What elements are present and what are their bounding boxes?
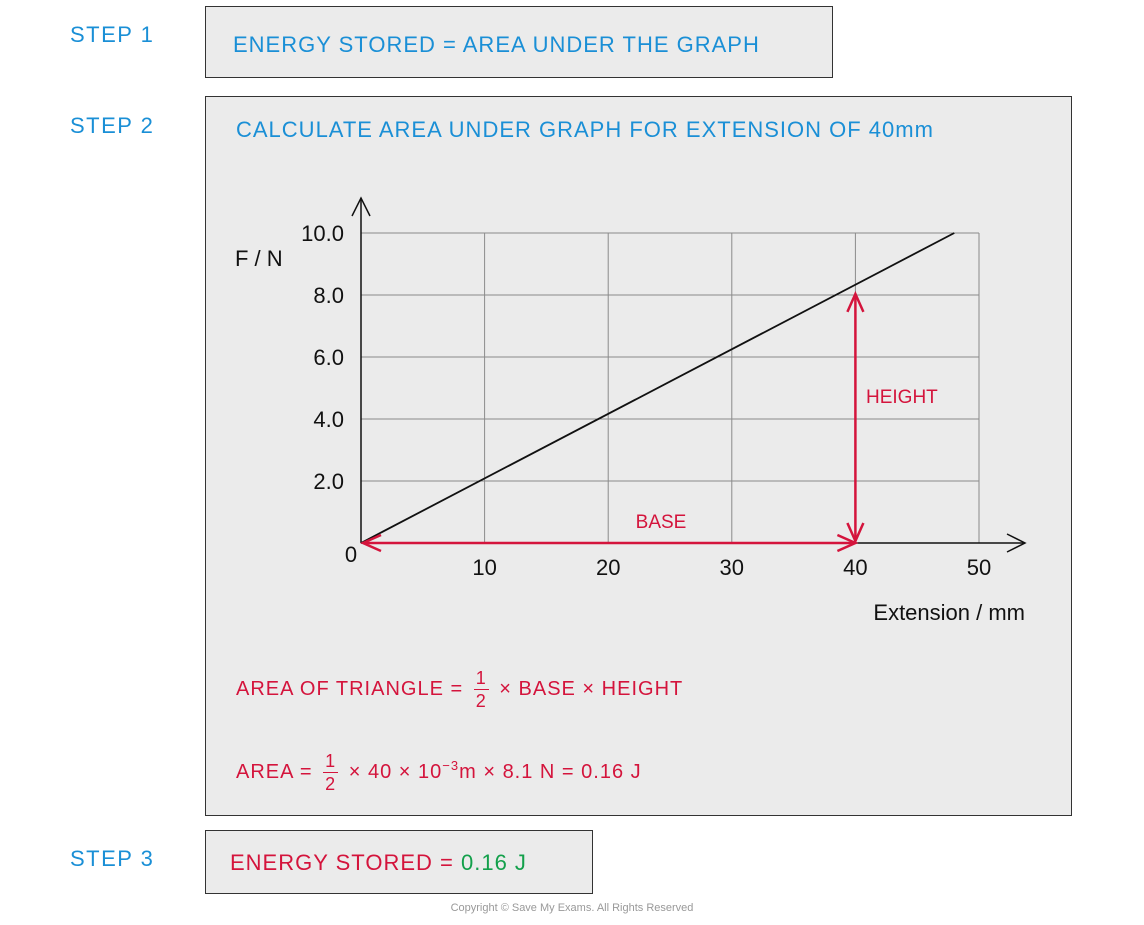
formula-label: AREA OF TRIANGLE =	[236, 677, 464, 700]
height-label: HEIGHT	[866, 387, 938, 408]
height-arrowhead-top	[846, 290, 865, 313]
y-tick-label: 6.0	[313, 345, 344, 370]
step-1-box: ENERGY STORED = AREA UNDER THE GRAPH	[205, 6, 833, 78]
y-tick-label: 10.0	[301, 221, 344, 246]
calc-exponent: −3	[442, 758, 460, 774]
y-axis-arrow	[351, 196, 371, 217]
step-1-label: STEP 1	[70, 22, 155, 47]
base-arrowhead-left	[359, 533, 382, 553]
formula-fraction: 1 2	[473, 668, 489, 711]
axes	[351, 196, 1027, 553]
formula-fraction-denominator: 2	[475, 691, 487, 711]
calc-fraction-numerator: 1	[323, 751, 339, 773]
tick-labels: 10 20 30 40 50 2.0 4.0 6.0 8.0 10.0 0 F / N Extensio…	[235, 221, 1025, 625]
x-axis-arrow	[1006, 533, 1027, 553]
x-tick-label: 10	[472, 555, 496, 580]
x-axis-label: Extension / mm	[873, 600, 1025, 625]
series	[360, 232, 955, 544]
force-extension-line	[360, 232, 955, 544]
step-2-heading: CALCULATE AREA UNDER GRAPH FOR EXTENSION…	[236, 117, 934, 142]
formula-fraction-numerator: 1	[473, 668, 489, 690]
calc-fraction: 1 2	[323, 751, 339, 794]
calc-fraction-denominator: 2	[325, 774, 337, 794]
annotations: BASE HEIGHT	[359, 290, 938, 553]
step-3-value: 0.16 J	[460, 850, 527, 875]
height-arrowhead-bottom	[846, 522, 865, 545]
y-tick-label: 8.0	[313, 283, 344, 308]
origin-label: 0	[345, 542, 357, 567]
step-3-box: ENERGY STORED = 0.16 J	[205, 830, 593, 894]
triangle-area-formula: AREA OF TRIANGLE = 1 2 × BASE × HEIGHT	[236, 669, 683, 710]
calc-rest-a: × 40 × 10	[348, 760, 443, 783]
area-calculation: AREA = 1 2 × 40 × 10−3m × 8.1 N = 0.16 J	[236, 752, 642, 793]
step-3-prefix: ENERGY STORED =	[230, 850, 461, 875]
x-tick-label: 20	[596, 555, 620, 580]
y-tick-label: 4.0	[313, 407, 344, 432]
step-2-label: STEP 2	[70, 113, 155, 138]
calc-rest-b: m × 8.1 N = 0.16 J	[459, 760, 642, 783]
calc-label: AREA =	[236, 760, 313, 783]
step-2-box: CALCULATE AREA UNDER GRAPH FOR EXTENSION…	[205, 96, 1072, 816]
step-3-label: STEP 3	[70, 846, 155, 871]
base-label: BASE	[636, 512, 687, 533]
x-tick-label: 40	[843, 555, 867, 580]
x-tick-label: 30	[720, 555, 744, 580]
y-axis-label: F / N	[235, 246, 283, 271]
copyright-notice: Copyright © Save My Exams. All Rights Re…	[450, 902, 694, 914]
formula-rest: × BASE × HEIGHT	[499, 677, 684, 700]
y-tick-label: 2.0	[313, 469, 344, 494]
step-3-text: ENERGY STORED = 0.16 J	[230, 850, 527, 876]
x-tick-label: 50	[967, 555, 991, 580]
step-1-text: ENERGY STORED = AREA UNDER THE GRAPH	[233, 32, 760, 57]
